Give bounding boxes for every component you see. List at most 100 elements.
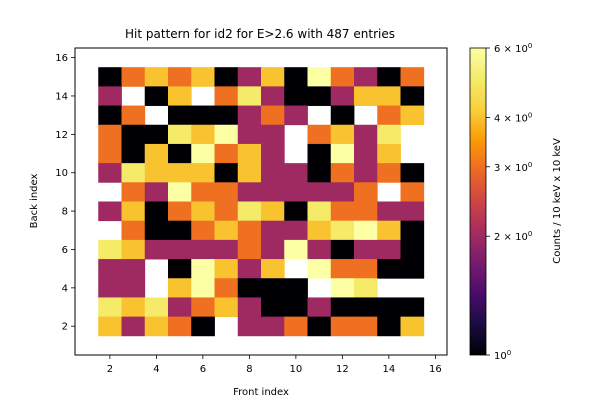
heatmap-cell: [168, 163, 192, 183]
heatmap-cell: [237, 297, 262, 318]
heatmap-cell: [191, 163, 215, 183]
heatmap-cell: [307, 143, 332, 164]
heatmap-cell: [214, 143, 239, 164]
heatmap-cell: [354, 220, 378, 241]
heatmap-cell: [377, 259, 401, 279]
heatmap-cell: [237, 143, 262, 164]
heatmap-cell: [237, 239, 262, 260]
heatmap-cell: [354, 239, 378, 260]
heatmap-cell: [214, 239, 239, 260]
heatmap-cell: [400, 220, 425, 241]
heatmap-cell: [284, 163, 308, 183]
heatmap-cell: [261, 105, 285, 126]
heatmap-cell: [214, 124, 239, 145]
heatmap-cell: [237, 105, 262, 126]
heatmap-cell: [330, 86, 355, 106]
x-tick-label: 14: [383, 364, 396, 375]
heatmap-cell: [330, 143, 355, 164]
y-axis-label: Back index: [29, 174, 40, 229]
heatmap-cell: [354, 316, 378, 337]
heatmap-cell: [377, 163, 401, 183]
heatmap-cell: [98, 239, 122, 260]
heatmap-cell: [377, 143, 401, 164]
heatmap-cells: [98, 67, 425, 337]
heatmap-cell: [121, 220, 146, 241]
heatmap-cell: [144, 201, 169, 222]
heatmap-cell: [98, 259, 122, 279]
heatmap-cell: [377, 201, 401, 222]
heatmap-cell: [307, 239, 332, 260]
heatmap-cell: [237, 67, 262, 87]
heatmap-cell: [330, 278, 355, 298]
heatmap-cell: [400, 239, 425, 260]
x-axis: 2 4 6 8 10 12 14 16: [107, 355, 442, 375]
y-tick-label: 8: [62, 207, 68, 218]
heatmap-cell: [377, 239, 401, 260]
colorbar-tick-label: 4 × 100: [494, 111, 532, 124]
heatmap-cell: [354, 124, 378, 145]
heatmap-cell: [168, 124, 192, 145]
heatmap-cell: [284, 297, 308, 318]
heatmap-cell: [261, 86, 285, 106]
heatmap-cell: [377, 86, 401, 106]
heatmap-cell: [214, 105, 239, 126]
heatmap-cell: [121, 124, 146, 145]
heatmap-cell: [191, 124, 215, 145]
heatmap-cell: [261, 278, 285, 298]
heatmap-cell: [144, 239, 169, 260]
heatmap-cell: [261, 163, 285, 183]
heatmap-cell: [261, 239, 285, 260]
heatmap-cell: [237, 278, 262, 298]
heatmap-cell: [284, 220, 308, 241]
heatmap-cell: [284, 239, 308, 260]
heatmap-cell: [214, 163, 239, 183]
y-tick-label: 14: [55, 91, 68, 102]
heatmap-cell: [98, 124, 122, 145]
plot-frame: [74, 47, 448, 356]
y-tick-label: 10: [55, 168, 68, 179]
heatmap-cell: [284, 278, 308, 298]
heatmap-cell: [354, 201, 378, 222]
heatmap-cell: [307, 67, 332, 87]
heatmap-cell: [121, 297, 146, 318]
heatmap-cell: [377, 105, 401, 126]
heatmap-cell: [121, 201, 146, 222]
x-tick-label: 4: [153, 364, 159, 375]
heatmap-cell: [214, 278, 239, 298]
heatmap-cell: [191, 201, 215, 222]
colorbar: [469, 47, 487, 356]
heatmap-cell: [98, 105, 122, 126]
heatmap-cell: [307, 316, 332, 337]
heatmap-cell: [261, 182, 285, 202]
heatmap-cell: [214, 259, 239, 279]
heatmap-cell: [191, 105, 215, 126]
heatmap-cell: [237, 182, 262, 202]
heatmap-cell: [377, 124, 401, 145]
heatmap-cell: [237, 259, 262, 279]
heatmap-cell: [214, 86, 239, 106]
heatmap-cell: [191, 239, 215, 260]
heatmap-cell: [284, 86, 308, 106]
heatmap-cell: [400, 316, 425, 337]
heatmap-cell: [144, 124, 169, 145]
heatmap-cell: [377, 220, 401, 241]
heatmap-cell: [237, 220, 262, 241]
heatmap-cell: [284, 67, 308, 87]
y-tick-label: 4: [62, 283, 68, 294]
heatmap-cell: [191, 220, 215, 241]
x-axis-label: Front index: [233, 387, 289, 398]
heatmap-cell: [214, 201, 239, 222]
heatmap-cell: [191, 278, 215, 298]
heatmap-cell: [354, 67, 378, 87]
heatmap-cell: [284, 182, 308, 202]
heatmap-cell: [144, 220, 169, 241]
heatmap-cell: [330, 67, 355, 87]
heatmap-cell: [191, 316, 215, 337]
heatmap-cell: [237, 124, 262, 145]
heatmap-cell: [168, 278, 192, 298]
heatmap-cell: [98, 297, 122, 318]
heatmap-cell: [284, 316, 308, 337]
heatmap-cell: [307, 124, 332, 145]
x-tick-label: 2: [107, 364, 113, 375]
heatmap-cell: [400, 163, 425, 183]
